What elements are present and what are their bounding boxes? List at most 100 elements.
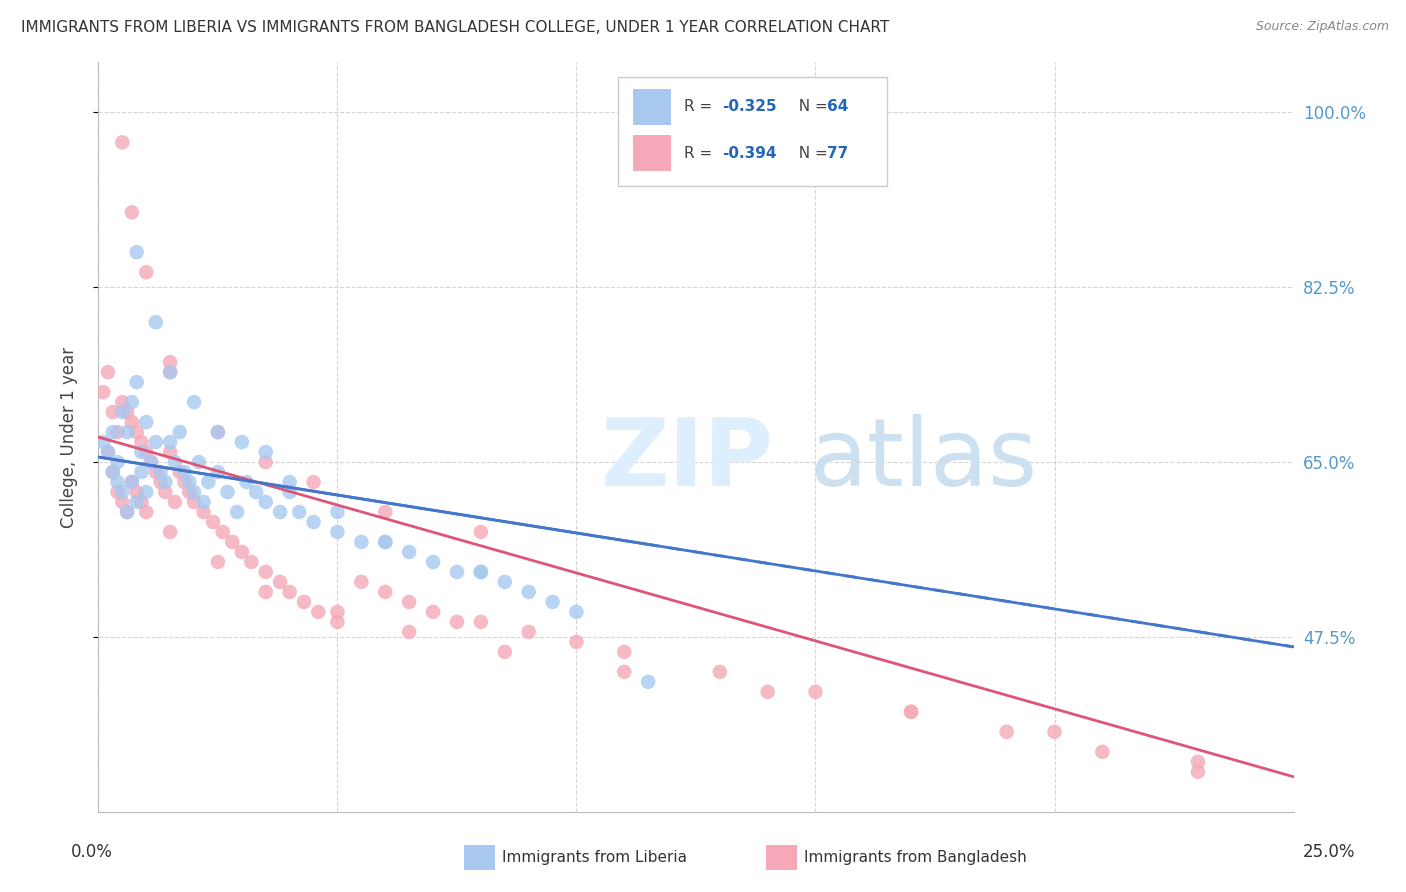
Point <box>254 445 277 459</box>
Point <box>202 515 225 529</box>
Point <box>121 205 143 219</box>
Point <box>135 505 157 519</box>
Point <box>115 425 138 439</box>
Point <box>494 645 516 659</box>
Point <box>187 455 209 469</box>
Point <box>149 465 172 479</box>
Point <box>756 685 779 699</box>
Point <box>111 495 134 509</box>
Point <box>159 355 181 369</box>
Point <box>131 445 153 459</box>
Text: N =: N = <box>789 99 832 114</box>
Point <box>159 524 181 539</box>
Point <box>326 605 349 619</box>
Point <box>183 495 205 509</box>
Bar <box>633 135 671 171</box>
Point <box>131 435 153 450</box>
Point <box>240 555 263 569</box>
Point <box>125 375 148 389</box>
Y-axis label: College, Under 1 year: College, Under 1 year <box>59 346 77 528</box>
Point <box>97 365 120 379</box>
Point <box>173 465 195 479</box>
Point <box>115 405 138 419</box>
Point <box>207 425 229 439</box>
Point <box>179 485 201 500</box>
Point <box>446 565 468 579</box>
Point <box>374 505 396 519</box>
Bar <box>633 88 671 125</box>
Point <box>159 365 181 379</box>
Point <box>111 136 134 150</box>
Point <box>139 455 162 469</box>
Point <box>193 505 215 519</box>
Text: 64: 64 <box>827 99 849 114</box>
Point <box>197 475 219 489</box>
Text: ZIP: ZIP <box>600 414 773 506</box>
Point <box>101 465 124 479</box>
Point <box>1091 745 1114 759</box>
Point <box>159 365 181 379</box>
Point <box>995 724 1018 739</box>
Point <box>374 585 396 599</box>
Point <box>101 425 124 439</box>
Point <box>278 485 301 500</box>
Point <box>183 395 205 409</box>
Point <box>207 425 229 439</box>
Point <box>470 615 492 629</box>
Point <box>159 435 181 450</box>
Point <box>900 705 922 719</box>
Text: R =: R = <box>685 99 717 114</box>
Point <box>374 535 396 549</box>
Point <box>121 475 143 489</box>
Point <box>245 485 267 500</box>
Point <box>155 485 177 500</box>
Point <box>125 495 148 509</box>
Point <box>422 605 444 619</box>
Point <box>326 524 349 539</box>
Point <box>326 615 349 629</box>
Point <box>637 674 659 689</box>
Point <box>91 435 114 450</box>
Point <box>254 565 277 579</box>
Point <box>131 465 153 479</box>
Point <box>254 455 277 469</box>
Point <box>163 495 186 509</box>
Point <box>101 465 124 479</box>
Text: Source: ZipAtlas.com: Source: ZipAtlas.com <box>1256 20 1389 33</box>
Point <box>97 445 120 459</box>
Text: Immigrants from Liberia: Immigrants from Liberia <box>502 850 688 864</box>
Point <box>183 485 205 500</box>
Point <box>446 615 468 629</box>
Point <box>135 485 157 500</box>
Text: IMMIGRANTS FROM LIBERIA VS IMMIGRANTS FROM BANGLADESH COLLEGE, UNDER 1 YEAR CORR: IMMIGRANTS FROM LIBERIA VS IMMIGRANTS FR… <box>21 20 890 35</box>
Point <box>350 535 373 549</box>
Point <box>565 605 588 619</box>
Point <box>422 555 444 569</box>
Point <box>149 475 172 489</box>
Text: 25.0%: 25.0% <box>1302 843 1355 861</box>
Point <box>398 545 420 559</box>
Point <box>173 475 195 489</box>
Point <box>107 425 129 439</box>
Point <box>193 495 215 509</box>
Point <box>155 475 177 489</box>
Point <box>159 445 181 459</box>
Point <box>169 465 191 479</box>
Point <box>278 475 301 489</box>
Point <box>307 605 329 619</box>
Point <box>107 455 129 469</box>
Point <box>207 555 229 569</box>
Point <box>226 505 249 519</box>
Point <box>101 405 124 419</box>
Point <box>254 495 277 509</box>
Point <box>145 465 167 479</box>
Point <box>278 585 301 599</box>
Point <box>541 595 564 609</box>
Point <box>269 574 291 589</box>
Point <box>470 524 492 539</box>
Point <box>107 475 129 489</box>
Point <box>111 485 134 500</box>
FancyBboxPatch shape <box>619 78 887 186</box>
Point <box>804 685 827 699</box>
Point <box>302 475 325 489</box>
